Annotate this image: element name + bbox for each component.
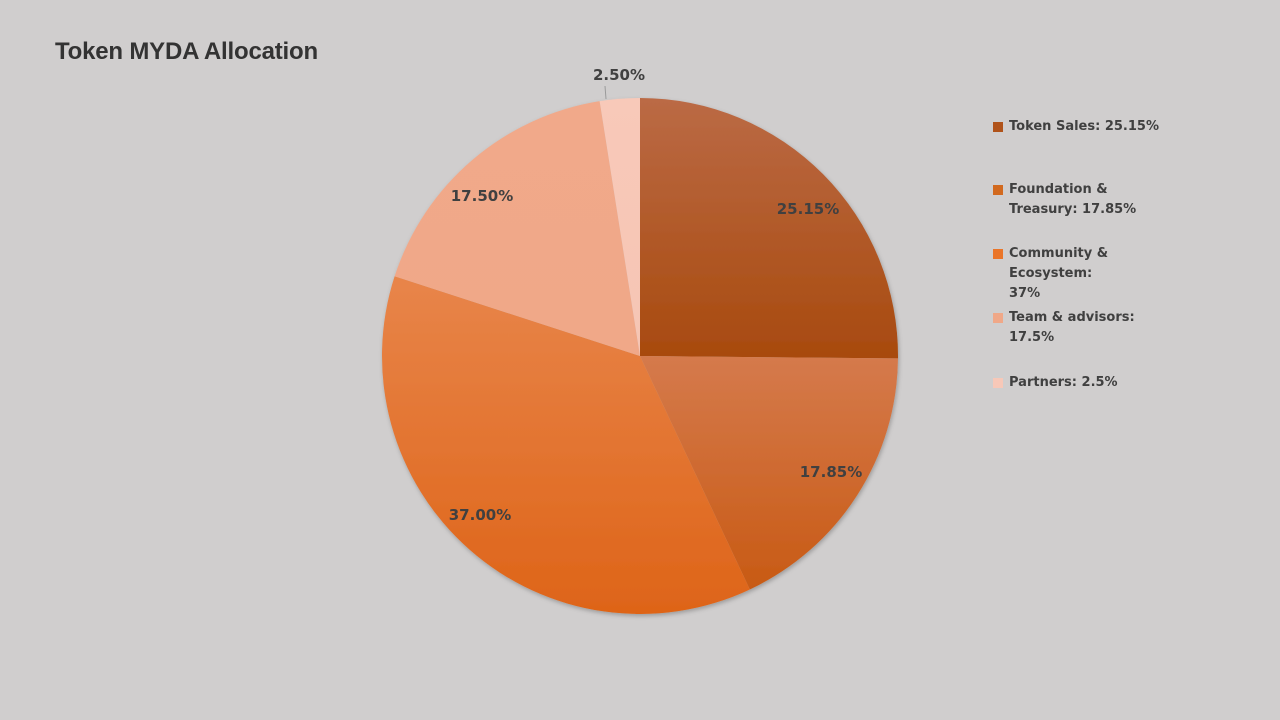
legend-item-community: Community & Ecosystem: 37% (993, 244, 1119, 304)
pie-slice-team (394, 101, 640, 356)
legend-swatch-icon (993, 313, 1003, 323)
legend-item-team: Team & advisors: 17.5% (993, 308, 1179, 348)
pie-slice-foundation (640, 356, 898, 590)
slice-label-foundation: 17.85% (800, 463, 862, 481)
slice-label-token-sales: 25.15% (777, 200, 839, 218)
leader-line (604, 85, 607, 100)
legend-swatch-icon (993, 122, 1003, 132)
legend-swatch-icon (993, 378, 1003, 388)
legend-item-token-sales: Token Sales: 25.15% (993, 117, 1179, 137)
legend-label: Foundation & Treasury: 17.85% (1009, 182, 1137, 217)
chart-title: Token MYDA Allocation (55, 38, 318, 65)
legend-label: Community & Ecosystem: 37% (1009, 246, 1109, 301)
pie-slice-token-sales (640, 98, 898, 359)
legend-item-foundation: Foundation & Treasury: 17.85% (993, 180, 1179, 220)
legend-swatch-icon (993, 249, 1003, 259)
legend-label: Token Sales: 25.15% (1009, 119, 1159, 134)
pie-slice-partners (599, 98, 640, 356)
slice-label-team: 17.50% (451, 187, 513, 205)
pie-slice-community (381, 276, 750, 614)
legend-label: Team & advisors: 17.5% (1009, 310, 1135, 345)
slice-label-partners: 2.50% (593, 66, 645, 84)
legend-swatch-icon (993, 185, 1003, 195)
legend-item-partners: Partners: 2.5% (993, 373, 1179, 393)
slice-label-community: 37.00% (449, 506, 511, 524)
legend-label: Partners: 2.5% (1009, 375, 1118, 390)
pie-slices (381, 98, 898, 614)
